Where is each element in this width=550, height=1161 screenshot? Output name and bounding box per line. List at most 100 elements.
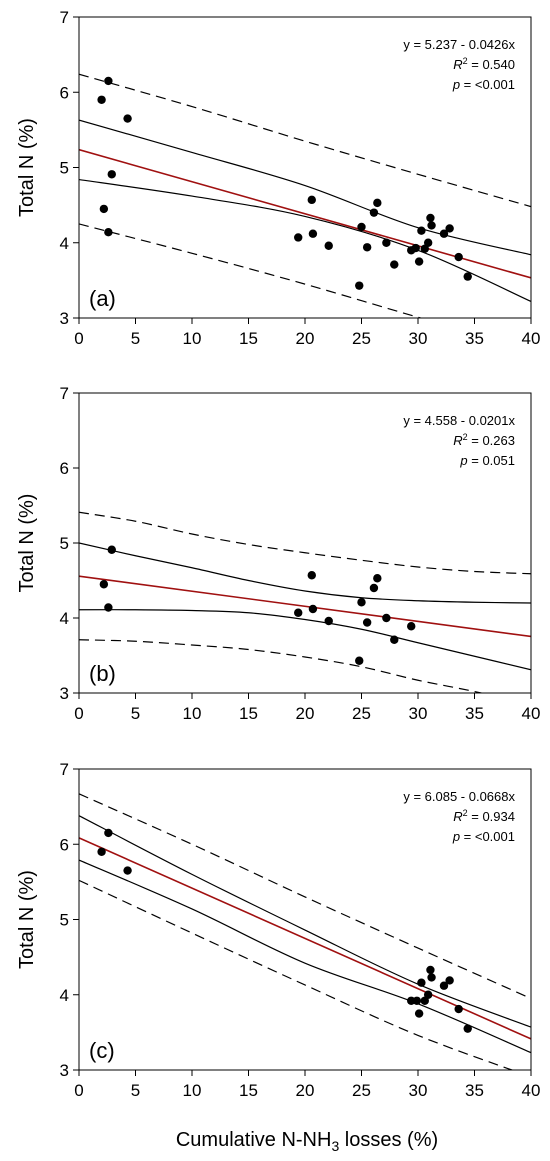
y-tick-label: 4 (60, 986, 69, 1005)
data-point (454, 252, 463, 262)
x-tick-label: 30 (409, 1081, 428, 1100)
data-point (97, 95, 106, 104)
regression-line (79, 575, 531, 638)
regression-equation: y = 5.237 - 0.0426x (403, 37, 515, 52)
x-tick-label: 30 (409, 704, 428, 723)
y-tick-label: 3 (60, 1061, 69, 1080)
y-tick-label: 5 (60, 911, 69, 930)
chart-panel-3: 0 5 10 15 20 25 30 35 40 3 4 5 6 7 Total N (%) (c) y = 6… (16, 760, 540, 1100)
y-tick-label: 7 (60, 384, 69, 403)
data-point (411, 243, 420, 253)
data-point (412, 996, 422, 1005)
y-tick-label: 7 (60, 8, 69, 27)
chart-panel-2: 0 5 10 15 20 25 30 35 40 3 4 5 6 7 Total N (%) (b) y = 4… (16, 384, 540, 723)
x-tick-label: 0 (74, 1081, 83, 1100)
prediction-band-lower (79, 223, 423, 318)
data-point (463, 1024, 472, 1033)
y-axis-label: Total N (%) (16, 494, 38, 593)
data-point (390, 260, 399, 269)
prediction-band-upper (79, 73, 531, 208)
x-tick-label: 15 (239, 704, 258, 723)
p-value: p = <0.001 (452, 829, 515, 844)
data-point (308, 229, 318, 238)
data-point (99, 580, 109, 589)
y-axis-label: Total N (%) (16, 118, 38, 217)
panel-label: (b) (89, 661, 116, 686)
data-point (382, 613, 391, 623)
x-tick-label: 40 (522, 329, 541, 348)
data-point (357, 222, 366, 232)
data-point (104, 76, 113, 86)
r-squared-value: R2 = 0.934 (453, 808, 515, 824)
data-point (414, 1009, 424, 1018)
y-tick-label: 3 (60, 309, 69, 328)
data-point (294, 608, 303, 617)
chart-panel-1: 0 5 10 15 20 25 30 35 40 3 4 5 6 7 Total N (%) (a) y = 5… (16, 8, 541, 348)
panel-label: (a) (89, 286, 116, 311)
x-tick-label: 10 (183, 704, 202, 723)
data-point (426, 965, 435, 975)
x-tick-label: 5 (131, 329, 140, 348)
plot-area (79, 73, 531, 318)
data-point (123, 866, 132, 875)
p-value: p = 0.051 (459, 453, 515, 468)
data-point (414, 257, 424, 266)
x-tick-label: 25 (352, 329, 371, 348)
x-tick-label: 10 (183, 329, 202, 348)
y-tick-label: 4 (60, 234, 69, 253)
data-point (97, 847, 106, 856)
confidence-band-upper (79, 815, 531, 1028)
r-squared-value: R2 = 0.540 (453, 56, 515, 72)
data-point (369, 583, 379, 593)
prediction-band-lower (79, 879, 514, 1070)
data-point (463, 272, 472, 281)
y-tick-label: 5 (60, 159, 69, 178)
x-tick-label: 10 (183, 1081, 202, 1100)
y-tick-label: 3 (60, 684, 69, 703)
data-point (439, 981, 449, 990)
x-axis-label: Cumulative N-NH3 losses (%) (176, 1129, 438, 1154)
x-tick-label: 20 (296, 704, 315, 723)
x-tick-label: 5 (131, 704, 140, 723)
data-point (439, 229, 449, 238)
x-tick-label: 15 (239, 1081, 258, 1100)
data-point (324, 241, 333, 250)
x-tick-label: 35 (465, 329, 484, 348)
data-point (107, 545, 116, 554)
x-tick-label: 20 (296, 1081, 315, 1100)
confidence-band-lower (79, 178, 531, 302)
data-point (307, 195, 316, 205)
data-point (417, 978, 426, 987)
r-squared-value: R2 = 0.263 (453, 432, 515, 448)
x-tick-label: 40 (522, 1081, 541, 1100)
x-tick-label: 25 (352, 1081, 371, 1100)
regression-equation: y = 6.085 - 0.0668x (403, 789, 515, 804)
data-point (373, 574, 382, 583)
data-point (107, 170, 116, 179)
data-point (373, 198, 382, 208)
confidence-band-lower (79, 859, 531, 1054)
prediction-band-lower (79, 639, 485, 693)
x-tick-label: 35 (465, 704, 484, 723)
panel-label: (c) (89, 1038, 115, 1063)
data-point (369, 208, 379, 217)
y-tick-label: 7 (60, 760, 69, 779)
confidence-band-upper (79, 119, 531, 256)
data-point (407, 622, 416, 631)
data-point (445, 976, 454, 985)
x-tick-label: 0 (74, 329, 83, 348)
data-point (390, 635, 399, 644)
data-point (357, 598, 366, 607)
data-point (308, 604, 318, 614)
data-point (445, 224, 454, 233)
data-point (355, 281, 364, 290)
confidence-band-lower (79, 609, 531, 671)
prediction-band-upper (79, 793, 531, 1000)
x-tick-label: 40 (522, 704, 541, 723)
data-point (123, 114, 132, 123)
data-point (427, 221, 436, 230)
confidence-band-upper (79, 542, 531, 604)
regression-equation: y = 4.558 - 0.0201x (403, 413, 515, 428)
